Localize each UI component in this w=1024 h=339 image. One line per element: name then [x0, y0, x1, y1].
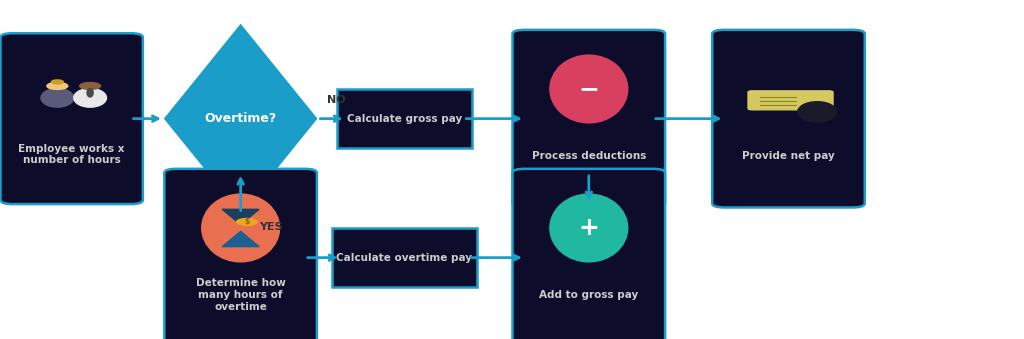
Ellipse shape: [87, 88, 93, 97]
Text: Add to gross pay: Add to gross pay: [540, 290, 638, 300]
Circle shape: [51, 80, 63, 84]
FancyBboxPatch shape: [332, 228, 477, 287]
Text: −: −: [579, 77, 599, 101]
Text: Calculate gross pay: Calculate gross pay: [347, 114, 462, 124]
Polygon shape: [222, 210, 259, 224]
Polygon shape: [164, 24, 317, 214]
Text: +: +: [579, 216, 599, 240]
Polygon shape: [222, 231, 259, 247]
Text: Provide net pay: Provide net pay: [742, 151, 835, 161]
Text: Overtime?: Overtime?: [205, 112, 276, 125]
FancyBboxPatch shape: [338, 89, 471, 148]
Ellipse shape: [550, 194, 628, 262]
FancyBboxPatch shape: [512, 30, 666, 207]
FancyBboxPatch shape: [512, 169, 666, 339]
Text: $: $: [244, 217, 250, 226]
FancyBboxPatch shape: [748, 91, 834, 110]
Text: YES: YES: [259, 222, 284, 232]
FancyBboxPatch shape: [1, 33, 143, 204]
Circle shape: [237, 218, 257, 225]
Text: NO: NO: [327, 95, 345, 105]
Ellipse shape: [798, 102, 837, 122]
FancyBboxPatch shape: [713, 30, 864, 207]
Circle shape: [80, 82, 100, 89]
Circle shape: [47, 82, 68, 89]
Ellipse shape: [202, 194, 280, 262]
Text: Employee works x
number of hours: Employee works x number of hours: [18, 144, 125, 165]
Ellipse shape: [550, 55, 628, 123]
Text: Process deductions: Process deductions: [531, 151, 646, 161]
Text: Calculate overtime pay: Calculate overtime pay: [337, 253, 472, 263]
FancyBboxPatch shape: [164, 169, 317, 339]
Ellipse shape: [41, 88, 74, 107]
Text: Determine how
many hours of
overtime: Determine how many hours of overtime: [196, 278, 286, 312]
Ellipse shape: [74, 88, 106, 107]
